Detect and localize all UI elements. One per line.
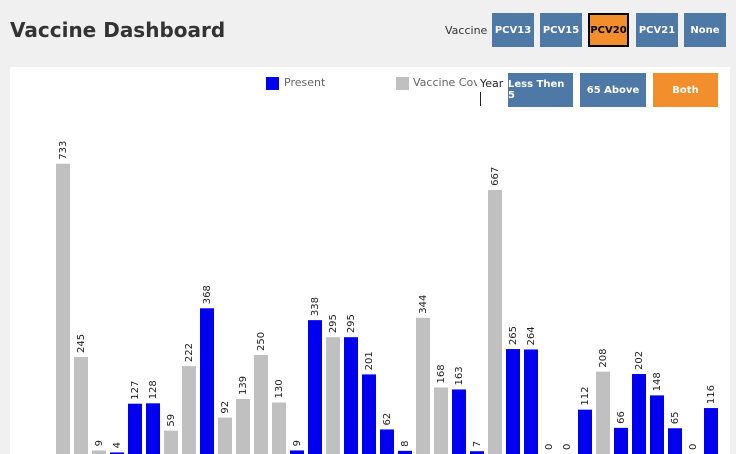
- bar-value-label: 112: [580, 387, 591, 406]
- bar-value-label: 65: [670, 412, 681, 425]
- bar[interactable]: [380, 429, 394, 454]
- bar-value-label: 92: [220, 401, 231, 414]
- bar[interactable]: [506, 349, 520, 454]
- bar-value-label: 202: [634, 351, 645, 370]
- bar-value-label: 4: [112, 442, 123, 448]
- bar-value-label: 128: [148, 380, 159, 399]
- year-button-less-than-5[interactable]: Less Then 5: [508, 73, 573, 107]
- vaccine-filter-label: Vaccine: [445, 24, 488, 37]
- bar[interactable]: [146, 403, 160, 454]
- bar-value-label: 163: [454, 366, 465, 385]
- bar[interactable]: [416, 317, 430, 454]
- bar[interactable]: [290, 450, 304, 454]
- year-button-both[interactable]: Both: [653, 73, 718, 107]
- page-title: Vaccine Dashboard: [10, 18, 226, 42]
- bar-value-label: 9: [292, 440, 303, 446]
- bar[interactable]: [92, 450, 106, 454]
- bar-value-label: 368: [202, 285, 213, 304]
- bar-chart: 733 245 9 4 127 128 59 222 368 92 139 250 130 9 338 295…: [56, 141, 718, 454]
- bar[interactable]: [668, 428, 682, 454]
- bar[interactable]: [110, 452, 124, 454]
- bar[interactable]: [128, 403, 142, 454]
- bar-value-label: 0: [544, 444, 555, 450]
- legend-swatch-coverage: [396, 77, 409, 90]
- bar[interactable]: [164, 430, 178, 454]
- bar-value-label: 130: [274, 379, 285, 398]
- bar[interactable]: [344, 337, 358, 454]
- year-button-65-above[interactable]: 65 Above: [580, 73, 646, 107]
- bar[interactable]: [326, 337, 340, 454]
- bar-value-label: 208: [598, 349, 609, 368]
- bar[interactable]: [650, 395, 664, 454]
- bar-value-label: 344: [418, 295, 429, 314]
- bar-value-label: 139: [238, 376, 249, 395]
- bar-value-label: 168: [436, 364, 447, 383]
- bar-value-label: 148: [652, 372, 663, 391]
- bar[interactable]: [236, 398, 250, 454]
- bar[interactable]: [272, 402, 286, 454]
- bar-value-label: 0: [688, 444, 699, 450]
- bar[interactable]: [200, 308, 214, 454]
- bar[interactable]: [470, 451, 484, 454]
- bar-value-label: 66: [616, 411, 627, 424]
- chart-panel: 733 245 9 4 127 128 59 222 368 92 139 250 130 9 338 295…: [10, 67, 730, 454]
- bar-value-label: 264: [526, 326, 537, 345]
- bar-value-label: 667: [490, 167, 501, 186]
- bar[interactable]: [578, 409, 592, 454]
- bar-value-label: 8: [400, 440, 411, 446]
- bar-value-label: 295: [346, 314, 357, 333]
- bar-value-label: 338: [310, 297, 321, 316]
- bar[interactable]: [614, 427, 628, 454]
- vaccine-button-pcv20[interactable]: PCV20: [588, 13, 629, 47]
- bar[interactable]: [398, 450, 412, 454]
- bar-value-label: 222: [184, 343, 195, 362]
- bar[interactable]: [254, 355, 268, 454]
- bar-value-label: 295: [328, 314, 339, 333]
- bar-value-label: 0: [562, 444, 573, 450]
- bar-value-label: 127: [130, 381, 141, 400]
- bar[interactable]: [56, 163, 70, 454]
- bar-value-label: 116: [706, 385, 717, 404]
- bar-value-label: 201: [364, 351, 375, 370]
- bar-value-label: 62: [382, 413, 393, 426]
- bar[interactable]: [632, 374, 646, 454]
- bar[interactable]: [524, 349, 538, 454]
- legend-label-present: Present: [284, 76, 326, 89]
- bar-value-label: 250: [256, 332, 267, 351]
- bar-value-label: 265: [508, 326, 519, 345]
- bar-value-label: 733: [58, 141, 69, 160]
- vaccine-button-pcv21[interactable]: PCV21: [636, 13, 678, 47]
- bar[interactable]: [182, 366, 196, 454]
- bar[interactable]: [434, 387, 448, 454]
- bar[interactable]: [362, 374, 376, 454]
- year-filter-label: Year: [480, 77, 504, 90]
- vaccine-button-pcv13[interactable]: PCV13: [492, 13, 534, 47]
- bar-value-label: 245: [76, 334, 87, 353]
- bar[interactable]: [218, 417, 232, 454]
- year-input-cursor: [480, 92, 481, 106]
- bar[interactable]: [596, 371, 610, 454]
- legend-label-coverage: Vaccine Cov: [413, 76, 477, 89]
- bar[interactable]: [452, 389, 466, 454]
- bar[interactable]: [488, 189, 502, 454]
- bar-value-label: 7: [472, 441, 483, 447]
- vaccine-button-pcv15[interactable]: PCV15: [540, 13, 582, 47]
- bar-value-label: 59: [166, 414, 177, 427]
- vaccine-button-none[interactable]: None: [684, 13, 726, 47]
- bar[interactable]: [74, 356, 88, 454]
- legend-swatch-present: [266, 77, 279, 90]
- bar-value-label: 9: [94, 440, 105, 446]
- bar[interactable]: [704, 408, 718, 454]
- bar[interactable]: [308, 320, 322, 454]
